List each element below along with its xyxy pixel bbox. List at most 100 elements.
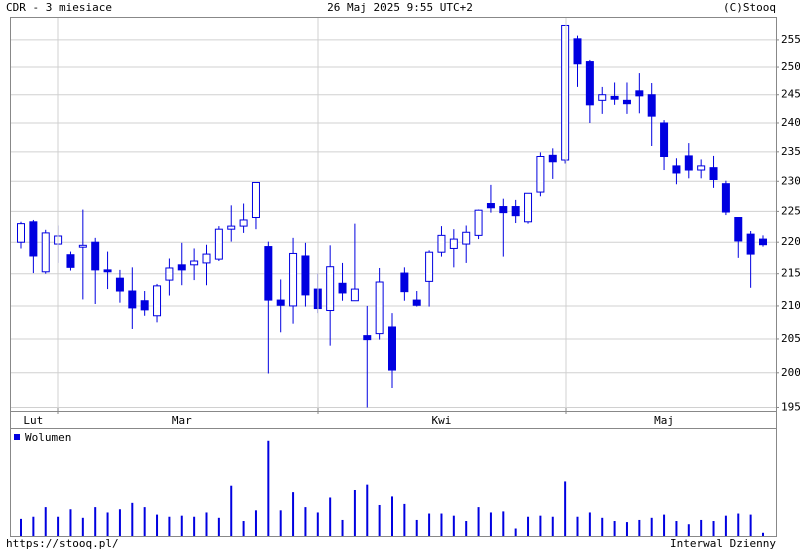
candle-body [190, 260, 199, 266]
candle-body [128, 290, 137, 309]
candle-body [276, 299, 285, 306]
volume-bar [168, 516, 171, 536]
candle-body [660, 122, 669, 157]
volume-bar [44, 507, 47, 536]
volume-bar [700, 519, 703, 536]
volume-bar [539, 515, 542, 536]
chart-title: CDR - 3 miesiace [6, 1, 112, 14]
candle-body [388, 326, 396, 371]
candle-body [153, 285, 162, 317]
candle-body [301, 255, 310, 296]
candle-body [585, 61, 594, 106]
volume-bar [378, 504, 381, 536]
volume-bar [156, 514, 159, 536]
y-tick-label: 215 [781, 267, 800, 280]
volume-bar [94, 507, 97, 536]
candle-body [536, 155, 545, 193]
candle-body [610, 95, 619, 100]
candle-body [239, 219, 248, 227]
candle-body [103, 269, 112, 273]
candle-body [548, 154, 557, 163]
candle-body [759, 238, 767, 246]
candle-body [462, 231, 471, 245]
volume-bar [749, 514, 752, 536]
volume-bar [477, 507, 480, 536]
legend-swatch [14, 434, 20, 440]
volume-bar [143, 507, 146, 536]
candle-body [78, 244, 87, 248]
candle-body [17, 223, 25, 243]
candle-body [29, 221, 38, 257]
candle-body [264, 246, 273, 301]
candle-body [437, 234, 446, 253]
candle-body [474, 209, 483, 236]
volume-bar [551, 516, 554, 536]
y-tick-label: 240 [781, 116, 800, 129]
candle-body [214, 228, 223, 260]
volume-bar [391, 496, 393, 536]
candle-body [499, 206, 508, 214]
volume-bar [217, 517, 220, 536]
volume-bar [489, 512, 492, 536]
y-tick-label: 195 [781, 400, 800, 413]
volume-bar [527, 516, 530, 536]
volume-bar [242, 521, 245, 536]
volume-bar [415, 519, 418, 536]
volume-bar [20, 518, 22, 536]
interval: Interwal Dzienny [670, 537, 776, 550]
volume-bar [428, 513, 431, 536]
x-tick-label: Maj [654, 414, 674, 427]
candle-body [598, 94, 607, 101]
candle-body [165, 267, 174, 281]
volume-bar [329, 497, 332, 536]
y-tick-label: 205 [781, 332, 800, 345]
volume-bar [576, 516, 579, 536]
candle-body [227, 225, 236, 230]
y-tick-label: 250 [781, 60, 800, 73]
candle-body [115, 277, 124, 292]
candle-body [41, 232, 50, 273]
volume-bar [712, 521, 715, 536]
candle-body [140, 300, 149, 311]
volume-bar [638, 519, 641, 536]
volume-bar [32, 516, 35, 536]
volume-bar [588, 512, 591, 536]
volume-bar [69, 509, 72, 536]
candle-body [622, 99, 631, 105]
y-tick-label: 255 [781, 33, 800, 46]
candle-body [684, 155, 693, 171]
volume-bar [613, 521, 616, 536]
volume-bar [502, 511, 505, 536]
volume-bar [57, 516, 60, 536]
volume-bar [131, 502, 134, 536]
volume-bar [316, 512, 319, 536]
volume-bar [254, 510, 257, 536]
volume-bar [564, 481, 567, 536]
volume-bar [292, 492, 295, 536]
candle-body [697, 165, 706, 171]
volume-bar [403, 503, 406, 536]
volume-bar [279, 510, 282, 536]
source-url: https://stooq.pl/ [6, 537, 119, 550]
candle-body [449, 238, 458, 249]
volume-bar [353, 489, 356, 536]
candle-body [400, 272, 409, 293]
x-tick-label: Mar [172, 414, 192, 427]
candle-body [486, 203, 495, 209]
y-tick-label: 200 [781, 366, 800, 379]
volume-bar [663, 514, 666, 536]
candle-body [746, 233, 755, 255]
candle-body [709, 167, 718, 181]
y-tick-label: 220 [781, 235, 800, 248]
volume-bar [440, 513, 443, 536]
candle-body [647, 94, 656, 117]
volume-bar [193, 516, 196, 536]
candle-body [425, 251, 434, 282]
volume-bar [366, 484, 369, 536]
y-tick-label: 225 [781, 204, 800, 217]
legend-label: Wolumen [25, 431, 71, 444]
volume-bar [601, 517, 604, 536]
volume-bar [650, 517, 653, 536]
